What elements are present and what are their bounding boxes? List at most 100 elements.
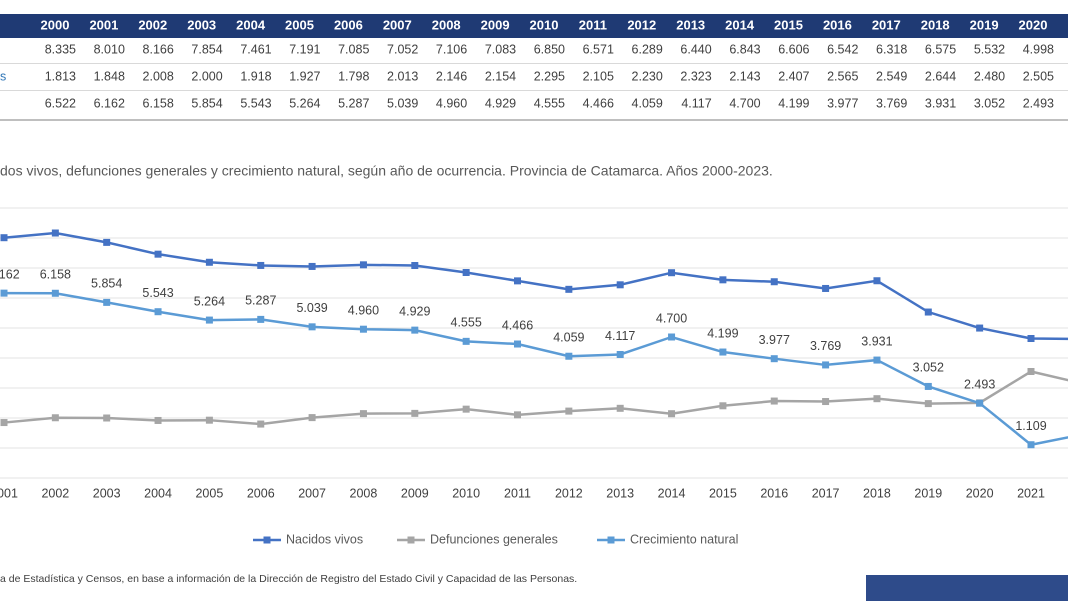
point <box>51 229 59 237</box>
point <box>411 262 419 270</box>
x-tick-label: 2008 <box>350 486 378 500</box>
point <box>668 269 676 277</box>
data-label: 6.162 <box>0 267 20 281</box>
point <box>103 414 111 422</box>
x-tick-label: 2012 <box>555 486 583 500</box>
table-header-cell: 2017 <box>872 17 901 32</box>
legend-marker <box>263 536 271 544</box>
point <box>616 281 624 289</box>
table-cell: 8.010 <box>94 42 125 56</box>
point <box>719 348 727 356</box>
point <box>308 414 316 422</box>
table-cell: 4.555 <box>534 96 565 110</box>
footer-block <box>866 575 1068 601</box>
x-tick-label: 2018 <box>863 486 891 500</box>
point <box>1027 441 1035 449</box>
point <box>205 416 213 424</box>
x-tick-label: 2021 <box>1017 486 1045 500</box>
legend-label: Nacidos vivos <box>286 532 363 546</box>
point <box>308 323 316 331</box>
table-header-cell: 2008 <box>432 17 461 32</box>
table-cell: 5.264 <box>289 96 320 110</box>
point <box>0 234 8 242</box>
table-cell: 1.798 <box>338 69 369 83</box>
point <box>616 404 624 412</box>
data-label: 3.931 <box>861 334 892 348</box>
table-header-cell: 2013 <box>676 17 705 32</box>
legend-marker <box>607 536 615 544</box>
point <box>514 277 521 285</box>
table-cell: 4.199 <box>778 96 809 110</box>
table-cell: 5.543 <box>240 96 271 110</box>
x-tick-label: 2017 <box>812 486 840 500</box>
x-tick-label: 2010 <box>452 486 480 500</box>
data-label: 5.287 <box>245 294 276 308</box>
table-header-cell: 2015 <box>774 17 803 32</box>
table-cell: 4.929 <box>485 96 516 110</box>
data-label: 5.264 <box>194 294 225 308</box>
table-header-cell: 2006 <box>334 17 363 32</box>
series-line <box>3 370 1068 426</box>
table-cell: 6.318 <box>876 42 907 56</box>
table-cell: 7.085 <box>338 42 369 56</box>
point <box>770 278 778 286</box>
table-cell: 1.813 <box>45 69 76 83</box>
table-cell: 7.191 <box>289 42 320 56</box>
table-cell: 2.323 <box>680 69 711 83</box>
table-cell: 5.854 <box>191 96 222 110</box>
point <box>359 261 367 269</box>
data-label: 4.555 <box>451 316 482 330</box>
table-cell: 7.052 <box>387 42 418 56</box>
table-cell: 4.700 <box>729 96 760 110</box>
point <box>924 382 932 390</box>
data-label: 3.977 <box>759 333 790 347</box>
x-tick-label: 2020 <box>966 486 994 500</box>
legend-marker <box>407 536 415 544</box>
x-tick-label: 2019 <box>914 486 942 500</box>
table-cell: 4.466 <box>583 96 614 110</box>
table-cell: 6.575 <box>925 42 956 56</box>
point <box>668 410 676 418</box>
table-cell: 2.549 <box>876 69 907 83</box>
point <box>822 398 830 406</box>
x-tick-label: 2006 <box>247 486 275 500</box>
table-header-cell: 2003 <box>187 17 216 32</box>
data-label: 2.493 <box>964 378 995 392</box>
data-label: 3.769 <box>810 339 841 353</box>
table-header-cell: 2004 <box>236 17 266 32</box>
table-header-cell: 2018 <box>921 17 950 32</box>
table-cell: 1.918 <box>240 69 271 83</box>
point <box>51 289 59 297</box>
point <box>0 419 8 427</box>
point <box>257 315 265 323</box>
table-cell: 2.154 <box>485 69 516 83</box>
row-label: s <box>0 69 6 83</box>
data-label: 6.158 <box>40 268 71 282</box>
point <box>565 407 573 415</box>
table-cell: 2.565 <box>827 69 858 83</box>
point <box>822 284 830 292</box>
data-label: 5.543 <box>142 286 173 300</box>
point <box>154 416 162 424</box>
point <box>616 350 624 358</box>
point <box>154 308 162 316</box>
data-label: 5.039 <box>296 301 327 315</box>
table-cell: 2.230 <box>632 69 663 83</box>
data-label: 4.059 <box>553 331 584 345</box>
point <box>719 276 727 284</box>
point <box>103 298 111 306</box>
table-cell: 2.143 <box>729 69 760 83</box>
table-cell: 2.493 <box>1023 96 1054 110</box>
table-cell: 7.854 <box>191 42 222 56</box>
point <box>668 333 676 341</box>
point <box>976 324 984 332</box>
point <box>873 356 881 364</box>
table-cell: 6.843 <box>729 42 760 56</box>
table-header-cell: 2012 <box>627 17 656 32</box>
chart-title: dos vivos, defunciones generales y creci… <box>0 163 773 179</box>
table-cell: 4.059 <box>632 96 663 110</box>
point <box>565 285 573 293</box>
x-tick-label: 2005 <box>195 486 223 500</box>
table-header-cell: 2011 <box>579 17 607 32</box>
